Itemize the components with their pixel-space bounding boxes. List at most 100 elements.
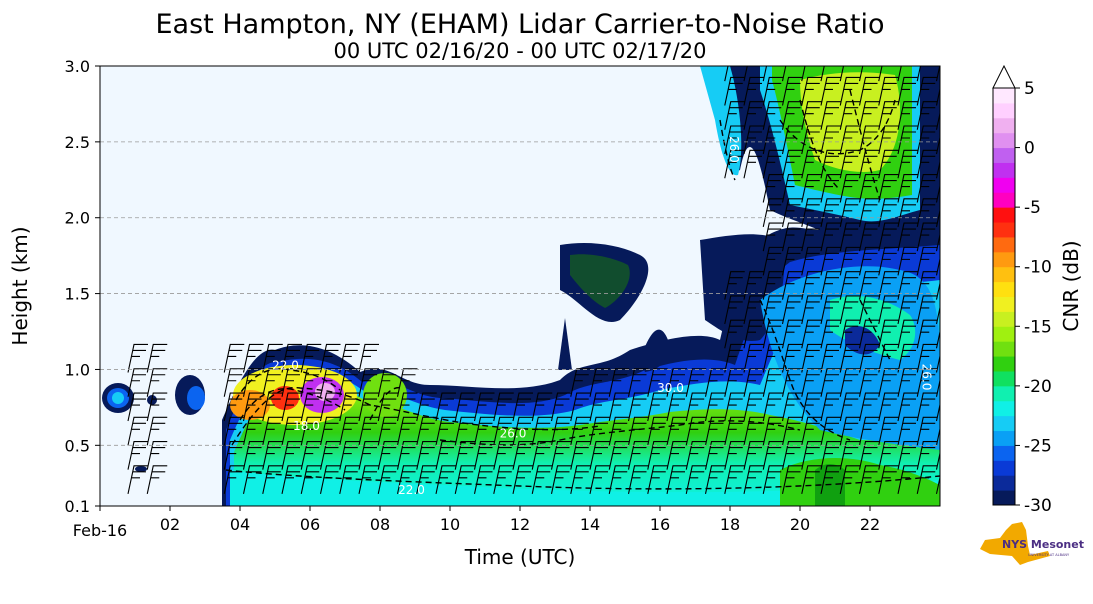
- x-axis-label: Time (UTC): [464, 545, 576, 569]
- cnr-field: 22.0 26.0 30.0 18.0 22.0 26.0 26.0: [100, 66, 940, 506]
- wind-barb-111: [589, 368, 610, 397]
- wind-barb-46: [319, 368, 341, 397]
- wind-barb-201: [781, 149, 803, 179]
- wind-barb-292: [878, 125, 899, 155]
- wind-barb-127: [666, 465, 687, 494]
- wind-barb-134: [685, 416, 707, 446]
- wind-barb-7: [146, 441, 168, 470]
- wind-barb-236: [820, 174, 841, 203]
- wind-barb-51: [339, 392, 360, 422]
- colorbar-swatch-23: [993, 147, 1015, 163]
- x-tick-label-8: 16: [650, 515, 670, 534]
- wind-barb-65: [396, 465, 418, 494]
- wind-barb-154: [724, 76, 745, 106]
- wind-barb-119: [627, 416, 649, 446]
- wind-barb-225: [820, 441, 841, 470]
- wind-barb-50: [339, 416, 360, 446]
- wind-barb-349: [935, 66, 940, 82]
- wind-barb-68: [396, 392, 418, 422]
- wind-barb-338: [935, 329, 940, 349]
- wind-barb-321: [916, 295, 938, 325]
- wind-barb-146: [724, 368, 745, 397]
- wind-barb-174: [762, 368, 784, 397]
- wind-barb-136: [685, 368, 707, 397]
- wind-barb-185: [762, 101, 784, 130]
- wind-barb-36: [300, 465, 322, 494]
- wind-barb-314: [916, 465, 938, 494]
- early-plume-dot: [135, 466, 147, 472]
- wind-barb-197: [781, 246, 803, 276]
- colorbar-frame: [992, 87, 1016, 506]
- x-tick-label-0: Feb-16: [73, 521, 127, 540]
- wind-barb-2: [127, 416, 148, 446]
- wind-barb-28: [262, 368, 283, 397]
- wind-barb-295: [878, 66, 883, 82]
- colorbar-swatch-20: [993, 192, 1015, 208]
- wind-barb-239: [820, 101, 841, 130]
- wind-barb-234: [820, 222, 841, 252]
- wind-barb-21: [242, 392, 264, 422]
- wind-barb-107: [589, 465, 610, 494]
- wind-barb-145: [724, 392, 745, 422]
- wind-barb-224: [820, 465, 841, 494]
- wind-barb-343: [935, 207, 940, 227]
- wind-barb-175: [762, 343, 784, 373]
- wind-barb-57: [358, 392, 379, 422]
- wind-barb-178: [762, 271, 784, 300]
- wind-barb-169: [743, 66, 748, 82]
- wind-barb-186: [762, 76, 784, 106]
- wind-barb-102: [570, 465, 591, 494]
- boundary-layer-green: [234, 383, 940, 506]
- wind-barb-105: [570, 392, 591, 422]
- colorbar-swatch-16: [993, 251, 1015, 268]
- wind-barb-324: [916, 222, 938, 252]
- wind-barb-215: [801, 246, 822, 276]
- wind-barb-318: [916, 368, 938, 397]
- wind-barb-210: [801, 368, 822, 397]
- wind-barb-120: [627, 392, 649, 422]
- wind-barb-168: [743, 76, 764, 106]
- wind-barb-320: [916, 319, 938, 349]
- colorbar-swatch-26: [993, 102, 1015, 119]
- x-tick-label-9: 18: [720, 515, 740, 534]
- wind-barb-260: [858, 465, 880, 494]
- wind-barb-226: [820, 416, 841, 446]
- wind-barb-305: [897, 246, 918, 276]
- wind-barb-5: [127, 343, 148, 373]
- wind-barb-164: [743, 271, 764, 300]
- wind-barb-299: [897, 392, 918, 422]
- wind-barb-284: [878, 319, 899, 349]
- wind-barb-214: [801, 271, 822, 300]
- wind-barb-82: [473, 465, 495, 494]
- wind-barb-14: [223, 416, 245, 446]
- wind-barb-298: [897, 416, 918, 446]
- wind-barb-155: [724, 66, 729, 82]
- y-tick-label-3: 1.5: [65, 285, 90, 304]
- colorbar-swatch-2: [993, 460, 1015, 476]
- wind-barb-41: [300, 343, 322, 373]
- wind-barb-271: [858, 198, 880, 227]
- colorbar-swatch-22: [993, 162, 1015, 178]
- colorbar-swatch-25: [993, 117, 1015, 134]
- wind-barb-211: [801, 343, 822, 373]
- wind-barb-108: [589, 441, 610, 470]
- wind-barb-337: [935, 353, 940, 373]
- wind-barb-302: [897, 319, 918, 349]
- wind-barb-60: [377, 465, 399, 494]
- wind-barb-24: [262, 465, 283, 494]
- colorbar-swatch-14: [993, 281, 1015, 297]
- wind-barb-257: [839, 101, 861, 130]
- wind-barb-139: [704, 416, 726, 446]
- wind-barb-296: [897, 465, 918, 494]
- wind-barb-128: [666, 441, 687, 470]
- wind-barb-254: [839, 174, 861, 203]
- contour-line-8: [849, 89, 881, 201]
- wind-barb-34: [281, 368, 302, 397]
- wind-barb-188: [781, 465, 803, 494]
- colorbar-swatch-27: [993, 88, 1015, 104]
- wind-barb-106: [570, 368, 591, 397]
- wind-barb-199: [781, 198, 803, 227]
- wind-barb-273: [858, 149, 880, 179]
- plot-area: 22.0 26.0 30.0 18.0 22.0 26.0 26.0 Feb-16 02 04 0…: [65, 57, 941, 540]
